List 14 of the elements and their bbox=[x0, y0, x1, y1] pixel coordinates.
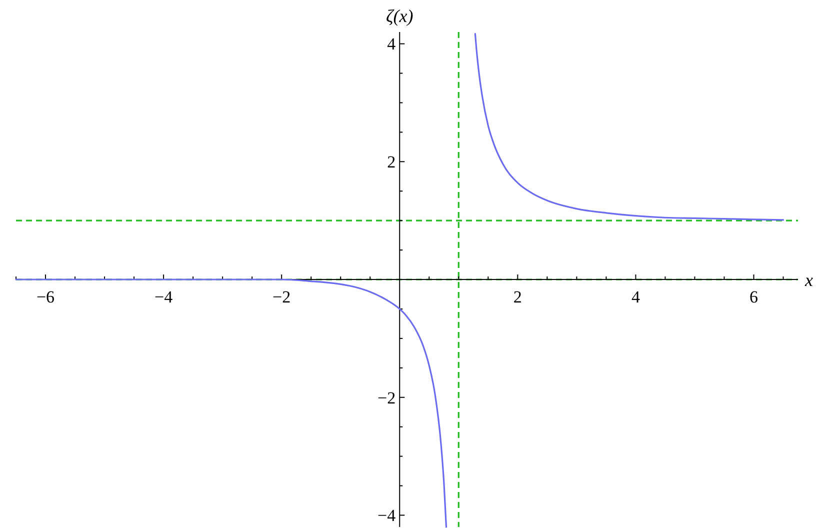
y-tick-label: −2 bbox=[378, 388, 396, 408]
x-tick-label: −4 bbox=[154, 288, 174, 306]
x-tick-label: −2 bbox=[272, 288, 291, 306]
line-series bbox=[474, 32, 784, 221]
line-series bbox=[15, 278, 448, 528]
x-tick-label: 4 bbox=[631, 288, 640, 306]
x-tick-label: 6 bbox=[749, 288, 758, 306]
y-tick-label: −4 bbox=[378, 506, 396, 526]
x-tick-label: 2 bbox=[513, 288, 522, 306]
y-axis-title: ζ(x) bbox=[386, 6, 414, 26]
x-axis-title: x bbox=[804, 270, 813, 290]
y-tick-label: 4 bbox=[387, 34, 396, 54]
x-tick-label: −6 bbox=[36, 288, 55, 306]
y-tick-label: 2 bbox=[387, 152, 396, 172]
